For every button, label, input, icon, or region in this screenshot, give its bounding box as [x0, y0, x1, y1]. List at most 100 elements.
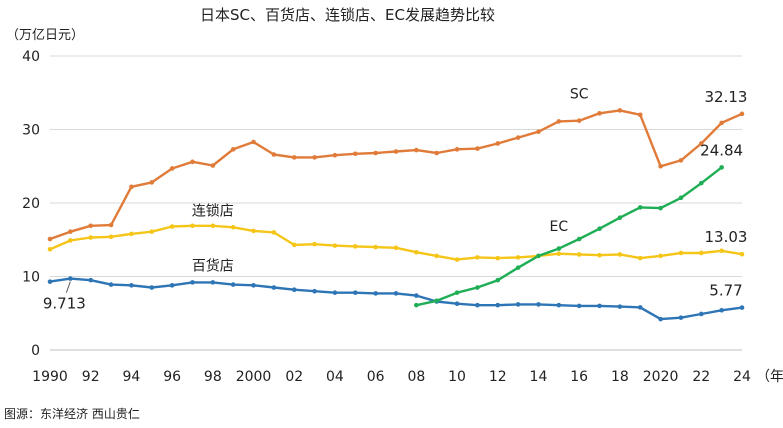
- data-point: [251, 228, 256, 234]
- data-point: [393, 149, 399, 154]
- data-point: [454, 257, 460, 262]
- data-point: [352, 290, 358, 295]
- data-point: [414, 249, 419, 255]
- x-axis-unit-label: （年）: [756, 369, 783, 385]
- data-point: [190, 223, 195, 229]
- data-point: [658, 253, 663, 259]
- data-point: [190, 280, 195, 285]
- data-point: [393, 291, 399, 296]
- x-tick-label: 14: [530, 369, 548, 385]
- data-point: [454, 301, 460, 306]
- data-point: [129, 184, 134, 190]
- y-tick-label: 40: [22, 49, 40, 65]
- data-point: [332, 243, 338, 248]
- data-point: [617, 215, 623, 220]
- data-point: [251, 139, 256, 145]
- data-point: [129, 283, 134, 288]
- data-point: [434, 298, 440, 304]
- data-point: [739, 251, 745, 257]
- data-label-last: 24.84: [700, 141, 743, 159]
- series-name-label: 百货店: [192, 258, 234, 275]
- data-point: [271, 230, 277, 235]
- series-line-2: [49, 277, 743, 321]
- x-tick-label: 24: [733, 369, 751, 385]
- data-label-first: 9.713: [43, 295, 86, 313]
- data-point: [210, 280, 216, 285]
- data-point: [47, 247, 53, 252]
- data-point: [576, 236, 582, 242]
- data-point: [373, 150, 378, 156]
- data-point: [515, 255, 521, 260]
- series-points: [47, 108, 745, 322]
- data-point: [88, 235, 94, 240]
- data-point: [68, 276, 73, 281]
- data-point: [434, 150, 440, 156]
- y-axis-unit-label: （万亿日元）: [6, 28, 85, 43]
- data-point: [230, 147, 236, 152]
- data-point: [495, 302, 501, 308]
- x-tick-label: 18: [611, 369, 629, 385]
- x-tick-label: 96: [163, 369, 181, 385]
- series-name-label: EC: [550, 219, 569, 235]
- x-tick-label: 2020: [643, 369, 679, 385]
- data-point: [108, 282, 114, 287]
- data-point: [190, 159, 195, 165]
- x-tick-label: 10: [448, 369, 466, 385]
- data-point: [719, 248, 724, 254]
- data-label-leader: [65, 281, 71, 293]
- chart-title: 日本SC、百货店、连锁店、EC发展趋势比较: [200, 6, 495, 24]
- data-point: [536, 302, 541, 307]
- data-point: [597, 252, 602, 258]
- data-point: [617, 304, 623, 309]
- data-point: [556, 246, 562, 251]
- data-point: [454, 290, 460, 295]
- data-point: [373, 244, 378, 250]
- data-point: [393, 245, 399, 251]
- data-point: [312, 241, 317, 247]
- data-point: [475, 255, 480, 260]
- data-point: [47, 236, 53, 242]
- data-point: [556, 119, 562, 124]
- data-point: [495, 141, 501, 146]
- data-point: [515, 135, 521, 140]
- data-label-last: 13.03: [705, 228, 748, 246]
- series-name-label: 连锁店: [192, 203, 234, 219]
- data-point: [536, 253, 541, 259]
- data-point: [475, 285, 480, 290]
- data-point: [230, 224, 236, 230]
- data-point: [291, 155, 297, 160]
- x-tick-label: 02: [285, 369, 303, 385]
- data-point: [414, 293, 419, 298]
- data-point: [556, 302, 562, 308]
- x-tick-label: 04: [326, 369, 344, 385]
- data-point: [637, 305, 643, 310]
- data-point: [312, 288, 317, 294]
- data-point: [617, 252, 623, 257]
- data-point: [637, 112, 643, 118]
- data-point: [576, 118, 582, 123]
- data-point: [719, 165, 724, 170]
- data-point: [719, 120, 724, 126]
- y-tick-label: 30: [22, 123, 40, 139]
- data-point: [108, 222, 114, 228]
- data-point: [698, 141, 704, 146]
- data-point: [576, 252, 582, 257]
- x-tick-label: 12: [489, 369, 507, 385]
- data-point: [678, 250, 684, 256]
- data-point: [678, 195, 684, 201]
- data-point: [637, 255, 643, 261]
- x-tick-label: 08: [407, 369, 425, 385]
- data-point: [414, 302, 419, 308]
- data-point: [312, 155, 317, 160]
- data-point: [739, 305, 745, 310]
- x-tick-label: 2000: [236, 369, 272, 385]
- data-point: [47, 279, 53, 284]
- data-point: [88, 223, 94, 229]
- data-point: [271, 152, 277, 157]
- data-point: [698, 311, 704, 317]
- data-point: [210, 163, 216, 168]
- x-tick-label: 94: [122, 369, 140, 385]
- data-point: [210, 223, 216, 229]
- data-point: [169, 224, 175, 229]
